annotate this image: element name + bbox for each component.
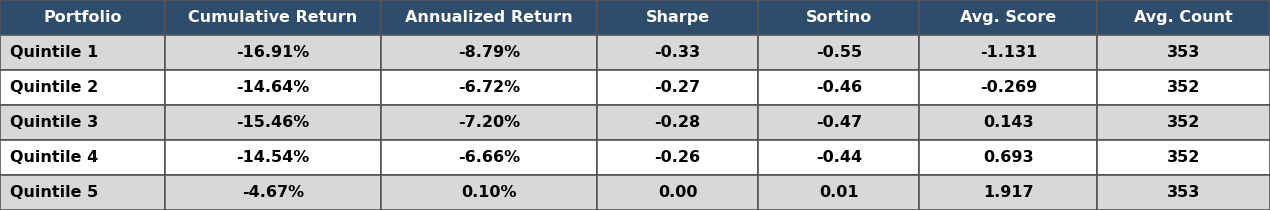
Bar (0, 0, 165, 35)
Text: Quintile 5: Quintile 5 (10, 185, 98, 200)
Text: Quintile 4: Quintile 4 (10, 150, 98, 165)
Bar (0, 175, 165, 210)
Text: 353: 353 (1167, 185, 1200, 200)
Bar (165, 140, 381, 175)
Bar (165, 0, 381, 35)
Text: 0.10%: 0.10% (461, 185, 517, 200)
Text: -0.44: -0.44 (815, 150, 862, 165)
Bar (165, 35, 381, 70)
Bar (1097, 35, 1270, 70)
Text: -8.79%: -8.79% (458, 45, 519, 60)
Bar (597, 70, 758, 105)
Bar (165, 105, 381, 140)
Text: 0.693: 0.693 (983, 150, 1034, 165)
Bar (0, 105, 165, 140)
Bar (381, 35, 597, 70)
Text: 0.00: 0.00 (658, 185, 697, 200)
Text: -4.67%: -4.67% (243, 185, 304, 200)
Bar (381, 105, 597, 140)
Bar (1097, 140, 1270, 175)
Text: -6.72%: -6.72% (458, 80, 519, 95)
Text: -0.46: -0.46 (815, 80, 862, 95)
Bar (758, 175, 919, 210)
Bar (758, 70, 919, 105)
Bar (1097, 175, 1270, 210)
Bar (165, 175, 381, 210)
Bar (758, 0, 919, 35)
Text: Quintile 1: Quintile 1 (10, 45, 98, 60)
Text: Quintile 2: Quintile 2 (10, 80, 98, 95)
Text: -14.54%: -14.54% (236, 150, 310, 165)
Text: -15.46%: -15.46% (236, 115, 310, 130)
Bar (0, 35, 165, 70)
Text: -0.33: -0.33 (654, 45, 701, 60)
Bar (919, 35, 1097, 70)
Text: 0.143: 0.143 (983, 115, 1034, 130)
Text: -1.131: -1.131 (979, 45, 1038, 60)
Text: Sortino: Sortino (805, 10, 872, 25)
Bar (381, 140, 597, 175)
Text: 352: 352 (1167, 150, 1200, 165)
Bar (758, 140, 919, 175)
Text: 1.917: 1.917 (983, 185, 1034, 200)
Bar (381, 175, 597, 210)
Text: -16.91%: -16.91% (236, 45, 310, 60)
Bar (597, 140, 758, 175)
Bar (0, 140, 165, 175)
Bar (919, 0, 1097, 35)
Text: Quintile 3: Quintile 3 (10, 115, 98, 130)
Bar (758, 35, 919, 70)
Bar (919, 175, 1097, 210)
Bar (0, 70, 165, 105)
Bar (919, 105, 1097, 140)
Bar (597, 105, 758, 140)
Bar (381, 70, 597, 105)
Text: Avg. Score: Avg. Score (960, 10, 1057, 25)
Text: 0.01: 0.01 (819, 185, 859, 200)
Text: Avg. Count: Avg. Count (1134, 10, 1233, 25)
Bar (1097, 0, 1270, 35)
Bar (597, 0, 758, 35)
Bar (758, 105, 919, 140)
Bar (597, 35, 758, 70)
Text: Annualized Return: Annualized Return (405, 10, 573, 25)
Bar (597, 175, 758, 210)
Text: -0.26: -0.26 (654, 150, 701, 165)
Text: -0.27: -0.27 (654, 80, 701, 95)
Text: 352: 352 (1167, 80, 1200, 95)
Text: 352: 352 (1167, 115, 1200, 130)
Text: -0.269: -0.269 (979, 80, 1038, 95)
Text: 353: 353 (1167, 45, 1200, 60)
Bar (1097, 70, 1270, 105)
Text: -0.47: -0.47 (815, 115, 862, 130)
Text: -7.20%: -7.20% (458, 115, 519, 130)
Text: Portfolio: Portfolio (43, 10, 122, 25)
Text: Sharpe: Sharpe (645, 10, 710, 25)
Text: -0.28: -0.28 (654, 115, 701, 130)
Bar (919, 140, 1097, 175)
Text: -6.66%: -6.66% (458, 150, 519, 165)
Bar (1097, 105, 1270, 140)
Bar (919, 70, 1097, 105)
Text: -14.64%: -14.64% (236, 80, 310, 95)
Bar (381, 0, 597, 35)
Bar (165, 70, 381, 105)
Text: Cumulative Return: Cumulative Return (188, 10, 358, 25)
Text: -0.55: -0.55 (815, 45, 862, 60)
